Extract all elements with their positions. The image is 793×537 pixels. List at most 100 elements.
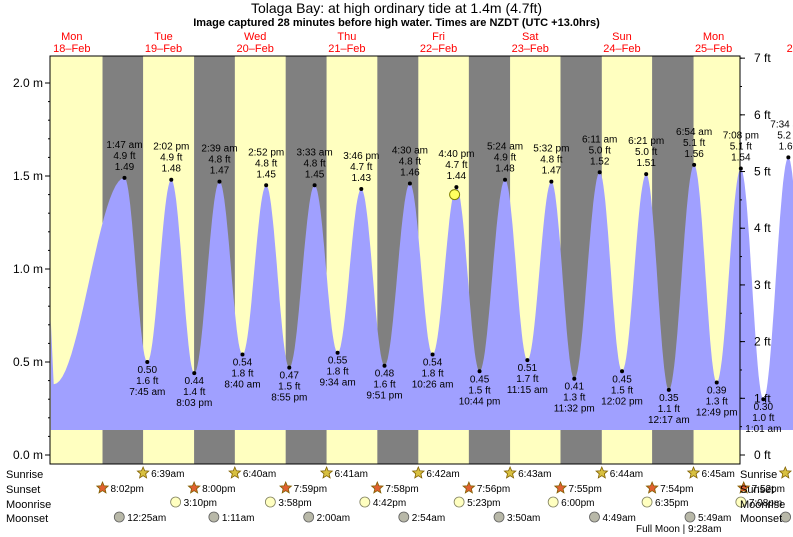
high-tide-time: 4:40 pm xyxy=(438,149,474,160)
sunrise-time: 6:43am xyxy=(518,469,551,480)
high-tide-feet: 5.2 ft xyxy=(777,130,793,141)
high-tide-time: 7:34 am xyxy=(770,119,793,130)
high-tide-time: 4:30 am xyxy=(392,145,428,156)
low-tide-time: 8:55 pm xyxy=(271,393,307,404)
sunrise-icon xyxy=(228,465,242,479)
left-tick-label: 1.5 m xyxy=(13,169,43,183)
low-tide-metres: 0.54 xyxy=(423,358,443,369)
right-tick-label: 5 ft xyxy=(754,165,771,179)
high-tide-metres: 1.47 xyxy=(542,166,562,177)
high-tide-metres: 1.52 xyxy=(590,156,610,167)
low-tide-time: 12:17 am xyxy=(648,415,690,426)
low-tide-metres: 0.44 xyxy=(185,376,205,387)
sunrise-icon xyxy=(778,465,792,479)
day-label: Tue xyxy=(154,31,173,43)
row-label-sunset-right: Sunset xyxy=(740,484,775,496)
sunrise-time: 6:40am xyxy=(243,469,276,480)
high-tide-dot xyxy=(692,162,697,167)
low-tide-dot xyxy=(525,358,530,363)
low-tide-feet: 1.8 ft xyxy=(326,367,348,378)
current-tide-marker xyxy=(449,189,461,201)
day-label: Mon xyxy=(61,31,82,43)
low-tide-feet: 1.8 ft xyxy=(421,369,443,380)
high-tide-time: 6:21 pm xyxy=(628,136,664,147)
moonset-time: 12:25am xyxy=(127,513,166,524)
high-tide-metres: 1.48 xyxy=(162,164,182,175)
moonset-icon xyxy=(398,511,410,523)
high-tide-dot xyxy=(454,185,459,190)
high-tide-feet: 4.8 ft xyxy=(255,158,277,169)
high-tide-feet: 4.8 ft xyxy=(540,155,562,166)
high-tide-dot xyxy=(122,175,127,180)
low-tide-time: 7:45 am xyxy=(129,387,165,398)
moonset-icon xyxy=(684,511,696,523)
right-tick-label: 4 ft xyxy=(754,221,771,235)
high-tide-time: 2:02 pm xyxy=(153,142,189,153)
high-tide-feet: 4.7 ft xyxy=(445,160,467,171)
low-tide-dot xyxy=(572,376,577,381)
high-tide-metres: 1.43 xyxy=(352,173,372,184)
sunset-icon xyxy=(95,480,110,494)
low-tide-feet: 1.1 ft xyxy=(658,404,680,415)
high-tide-dot xyxy=(264,183,269,188)
high-tide-dot xyxy=(597,170,602,175)
low-tide-time: 10:44 pm xyxy=(459,396,501,407)
moonset-icon xyxy=(780,511,792,523)
date-label: 24–Feb xyxy=(603,43,640,55)
sunrise-time: 6:41am xyxy=(335,469,368,480)
low-tide-dot xyxy=(287,365,292,370)
moonrise-icon xyxy=(641,496,653,508)
right-tick-label: 7 ft xyxy=(754,51,771,65)
chart-subtitle: Image captured 28 minutes before high wa… xyxy=(193,17,600,29)
high-tide-time: 6:54 am xyxy=(676,127,712,138)
low-tide-feet: 1.6 ft xyxy=(373,380,395,391)
high-tide-dot xyxy=(786,155,791,160)
sunset-time: 7:55pm xyxy=(568,484,601,495)
low-tide-metres: 0.54 xyxy=(233,358,253,369)
moonset-icon xyxy=(113,511,125,523)
day-label: Thu xyxy=(337,31,356,43)
date-label: 20–Feb xyxy=(237,43,274,55)
sunset-time: 8:02pm xyxy=(111,484,144,495)
date-label: 25–Feb xyxy=(695,43,732,55)
high-tide-feet: 5.1 ft xyxy=(730,142,752,153)
sunset-time: 7:58pm xyxy=(385,484,418,495)
moonrise-time: 3:58pm xyxy=(278,498,311,509)
sunrise-icon xyxy=(686,465,701,479)
high-tide-time: 3:46 pm xyxy=(343,151,379,162)
sunrise-time: 6:44am xyxy=(610,469,643,480)
right-tick-label: 3 ft xyxy=(754,278,771,292)
moonrise-icon xyxy=(735,496,747,508)
high-tide-metres: 1.60 xyxy=(779,141,793,152)
high-tide-metres: 1.54 xyxy=(731,153,751,164)
low-tide-feet: 1.8 ft xyxy=(231,369,253,380)
row-label-moonset: Moonset xyxy=(6,513,49,525)
sunset-icon xyxy=(279,480,293,494)
low-tide-feet: 1.6 ft xyxy=(136,376,158,387)
date-label: 26–Feb xyxy=(787,43,793,55)
moonrise-icon xyxy=(359,496,371,508)
moonrise-time: 7:08pm xyxy=(749,498,782,509)
right-tick-label: 6 ft xyxy=(754,108,771,122)
low-tide-dot xyxy=(666,387,671,392)
low-tide-time: 12:49 pm xyxy=(696,407,738,418)
date-label: 21–Feb xyxy=(328,43,365,55)
low-tide-metres: 0.45 xyxy=(470,374,490,385)
low-tide-dot xyxy=(477,369,482,374)
high-tide-metres: 1.48 xyxy=(495,164,515,175)
date-label: 22–Feb xyxy=(420,43,457,55)
low-tide-time: 11:15 am xyxy=(507,385,548,396)
high-tide-dot xyxy=(738,166,743,171)
low-tide-metres: 0.51 xyxy=(518,363,538,374)
sunset-icon xyxy=(737,480,751,494)
left-tick-label: 0.5 m xyxy=(13,355,43,369)
date-label: 23–Feb xyxy=(512,43,549,55)
low-tide-dot xyxy=(335,350,340,355)
high-tide-dot xyxy=(359,187,364,192)
high-tide-metres: 1.56 xyxy=(684,149,704,160)
low-tide-metres: 0.55 xyxy=(328,356,348,367)
sunset-time: 7:59pm xyxy=(294,484,327,495)
high-tide-time: 1:47 am xyxy=(106,140,142,151)
high-tide-feet: 4.8 ft xyxy=(399,156,421,167)
day-label: Sun xyxy=(612,31,632,43)
